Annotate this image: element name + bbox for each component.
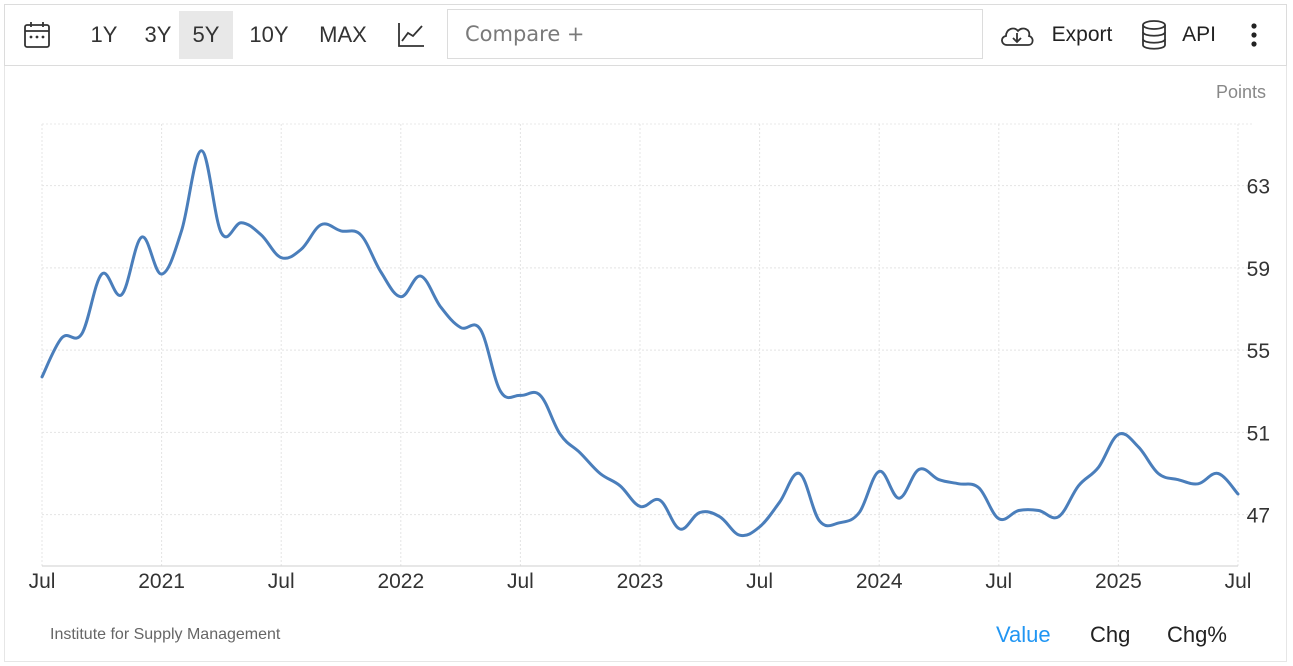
database-icon[interactable] <box>1137 11 1171 59</box>
range-5y-button[interactable]: 5Y <box>179 11 233 59</box>
x-tick-label: 2021 <box>138 570 185 593</box>
y-tick-label: 51 <box>1247 422 1270 445</box>
y-tick-label: 63 <box>1247 176 1270 199</box>
y-tick-label: 47 <box>1247 505 1270 528</box>
chart-toolbar: 1Y 3Y 5Y 10Y MAX Export API <box>4 4 1287 66</box>
y-tick-label: 59 <box>1247 258 1270 281</box>
x-tick-label: 2022 <box>377 570 424 593</box>
unit-label: Points <box>1215 82 1266 102</box>
x-tick-label: Jul <box>29 570 56 593</box>
range-3y-button[interactable]: 3Y <box>144 22 172 47</box>
x-tick-label: Jul <box>268 570 295 593</box>
tab-chg-percent[interactable]: Chg% <box>1167 622 1227 647</box>
range-10y-button[interactable]: 10Y <box>249 22 289 47</box>
range-1y-button[interactable]: 1Y <box>90 22 118 47</box>
vertical-dots-icon[interactable] <box>1243 11 1265 59</box>
x-tick-label: 2023 <box>617 570 664 593</box>
chart-panel <box>4 66 1287 662</box>
x-tick-label: Jul <box>1225 570 1252 593</box>
cloud-download-icon[interactable] <box>997 11 1037 59</box>
x-tick-label: Jul <box>746 570 773 593</box>
compare-input[interactable] <box>463 21 982 47</box>
api-button[interactable]: API <box>1182 23 1216 46</box>
x-tick-label: 2024 <box>856 570 903 593</box>
y-tick-label: 55 <box>1247 340 1270 363</box>
tab-chg[interactable]: Chg <box>1090 622 1131 647</box>
line-chart-icon[interactable] <box>391 11 431 59</box>
compare-field[interactable] <box>447 9 983 59</box>
series-line <box>40 149 1240 538</box>
x-tick-label: Jul <box>985 570 1012 593</box>
x-tick-label: 2025 <box>1095 570 1142 593</box>
export-button[interactable]: Export <box>1051 23 1113 46</box>
source-label: Institute for Supply Management <box>50 626 281 643</box>
range-max-button[interactable]: MAX <box>319 22 367 47</box>
calendar-icon[interactable] <box>19 11 55 59</box>
tab-value[interactable]: Value <box>996 622 1051 647</box>
x-tick-label: Jul <box>507 570 534 593</box>
